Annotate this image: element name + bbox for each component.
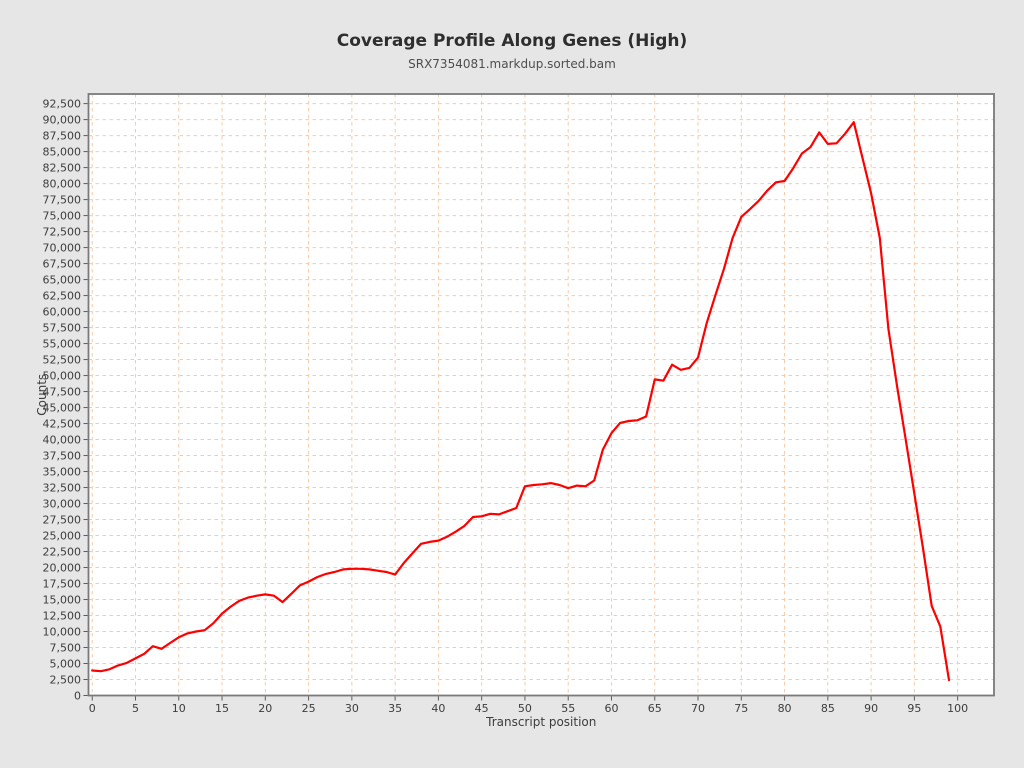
y-tick-label: 82,500: [43, 161, 82, 174]
y-tick-label: 55,000: [43, 337, 82, 350]
x-tick-label: 0: [89, 702, 96, 715]
y-tick-label: 60,000: [43, 305, 82, 318]
y-tick-label: 90,000: [43, 113, 82, 126]
x-tick-label: 55: [561, 702, 575, 715]
x-tick-label: 35: [388, 702, 402, 715]
y-tick-label: 7,500: [50, 641, 82, 654]
y-tick-label: 2,500: [50, 673, 82, 686]
x-tick-label: 85: [821, 702, 835, 715]
y-tick-label: 45,000: [43, 401, 82, 414]
y-tick-label: 17,500: [43, 577, 82, 590]
x-tick-label: 60: [604, 702, 618, 715]
y-axis-label: Counts: [35, 374, 49, 416]
plot-border: [87, 93, 995, 697]
x-tick-label: 70: [691, 702, 705, 715]
x-tick-label: 100: [947, 702, 968, 715]
y-tick-label: 15,000: [43, 593, 82, 606]
x-tick-label: 10: [172, 702, 186, 715]
y-tick-label: 5,000: [50, 657, 82, 670]
x-tick-label: 20: [258, 702, 272, 715]
x-tick-label: 95: [907, 702, 921, 715]
chart-title: Coverage Profile Along Genes (High): [336, 31, 688, 51]
x-tick-label: 65: [648, 702, 662, 715]
y-tick-label: 67,500: [43, 257, 82, 270]
x-tick-label: 90: [864, 702, 878, 715]
y-tick-label: 12,500: [43, 609, 82, 622]
y-tick-label: 35,000: [43, 465, 82, 478]
y-tick-label: 72,500: [43, 225, 82, 238]
y-tick-label: 37,500: [43, 449, 82, 462]
y-tick-label: 50,000: [43, 369, 82, 382]
plot-background: [88, 94, 994, 696]
x-tick-label: 75: [734, 702, 748, 715]
y-tick-label: 80,000: [43, 177, 82, 190]
x-tick-label: 25: [302, 702, 316, 715]
x-tick-label: 30: [345, 702, 359, 715]
y-tick-label: 87,500: [43, 129, 82, 142]
y-tick-label: 62,500: [43, 289, 82, 302]
y-tick-label: 30,000: [43, 497, 82, 510]
y-tick-label: 65,000: [43, 273, 82, 286]
y-tick-label: 40,000: [43, 433, 82, 446]
y-tick-label: 27,500: [43, 513, 82, 526]
x-axis-label: Transcript position: [485, 715, 596, 729]
y-tick-label: 85,000: [43, 145, 82, 158]
y-tick-label: 77,500: [43, 193, 82, 206]
x-tick-label: 15: [215, 702, 229, 715]
y-tick-label: 52,500: [43, 353, 82, 366]
y-tick-label: 25,000: [43, 529, 82, 542]
x-tick-label: 40: [431, 702, 445, 715]
x-tick-label: 80: [778, 702, 792, 715]
y-tick-label: 57,500: [43, 321, 82, 334]
y-tick-label: 10,000: [43, 625, 82, 638]
y-tick-label: 92,500: [43, 97, 82, 110]
y-tick-label: 32,500: [43, 481, 82, 494]
y-tick-label: 42,500: [43, 417, 82, 430]
y-tick-label: 22,500: [43, 545, 82, 558]
y-tick-label: 20,000: [43, 561, 82, 574]
y-tick-label: 0: [74, 689, 81, 702]
y-tick-label: 70,000: [43, 241, 82, 254]
chart-subtitle: SRX7354081.markdup.sorted.bam: [408, 57, 616, 71]
x-tick-label: 45: [475, 702, 489, 715]
y-tick-label: 47,500: [43, 385, 82, 398]
y-tick-label: 75,000: [43, 209, 82, 222]
x-tick-label: 5: [132, 702, 139, 715]
coverage-series-line: [91, 121, 951, 682]
x-tick-label: 50: [518, 702, 532, 715]
